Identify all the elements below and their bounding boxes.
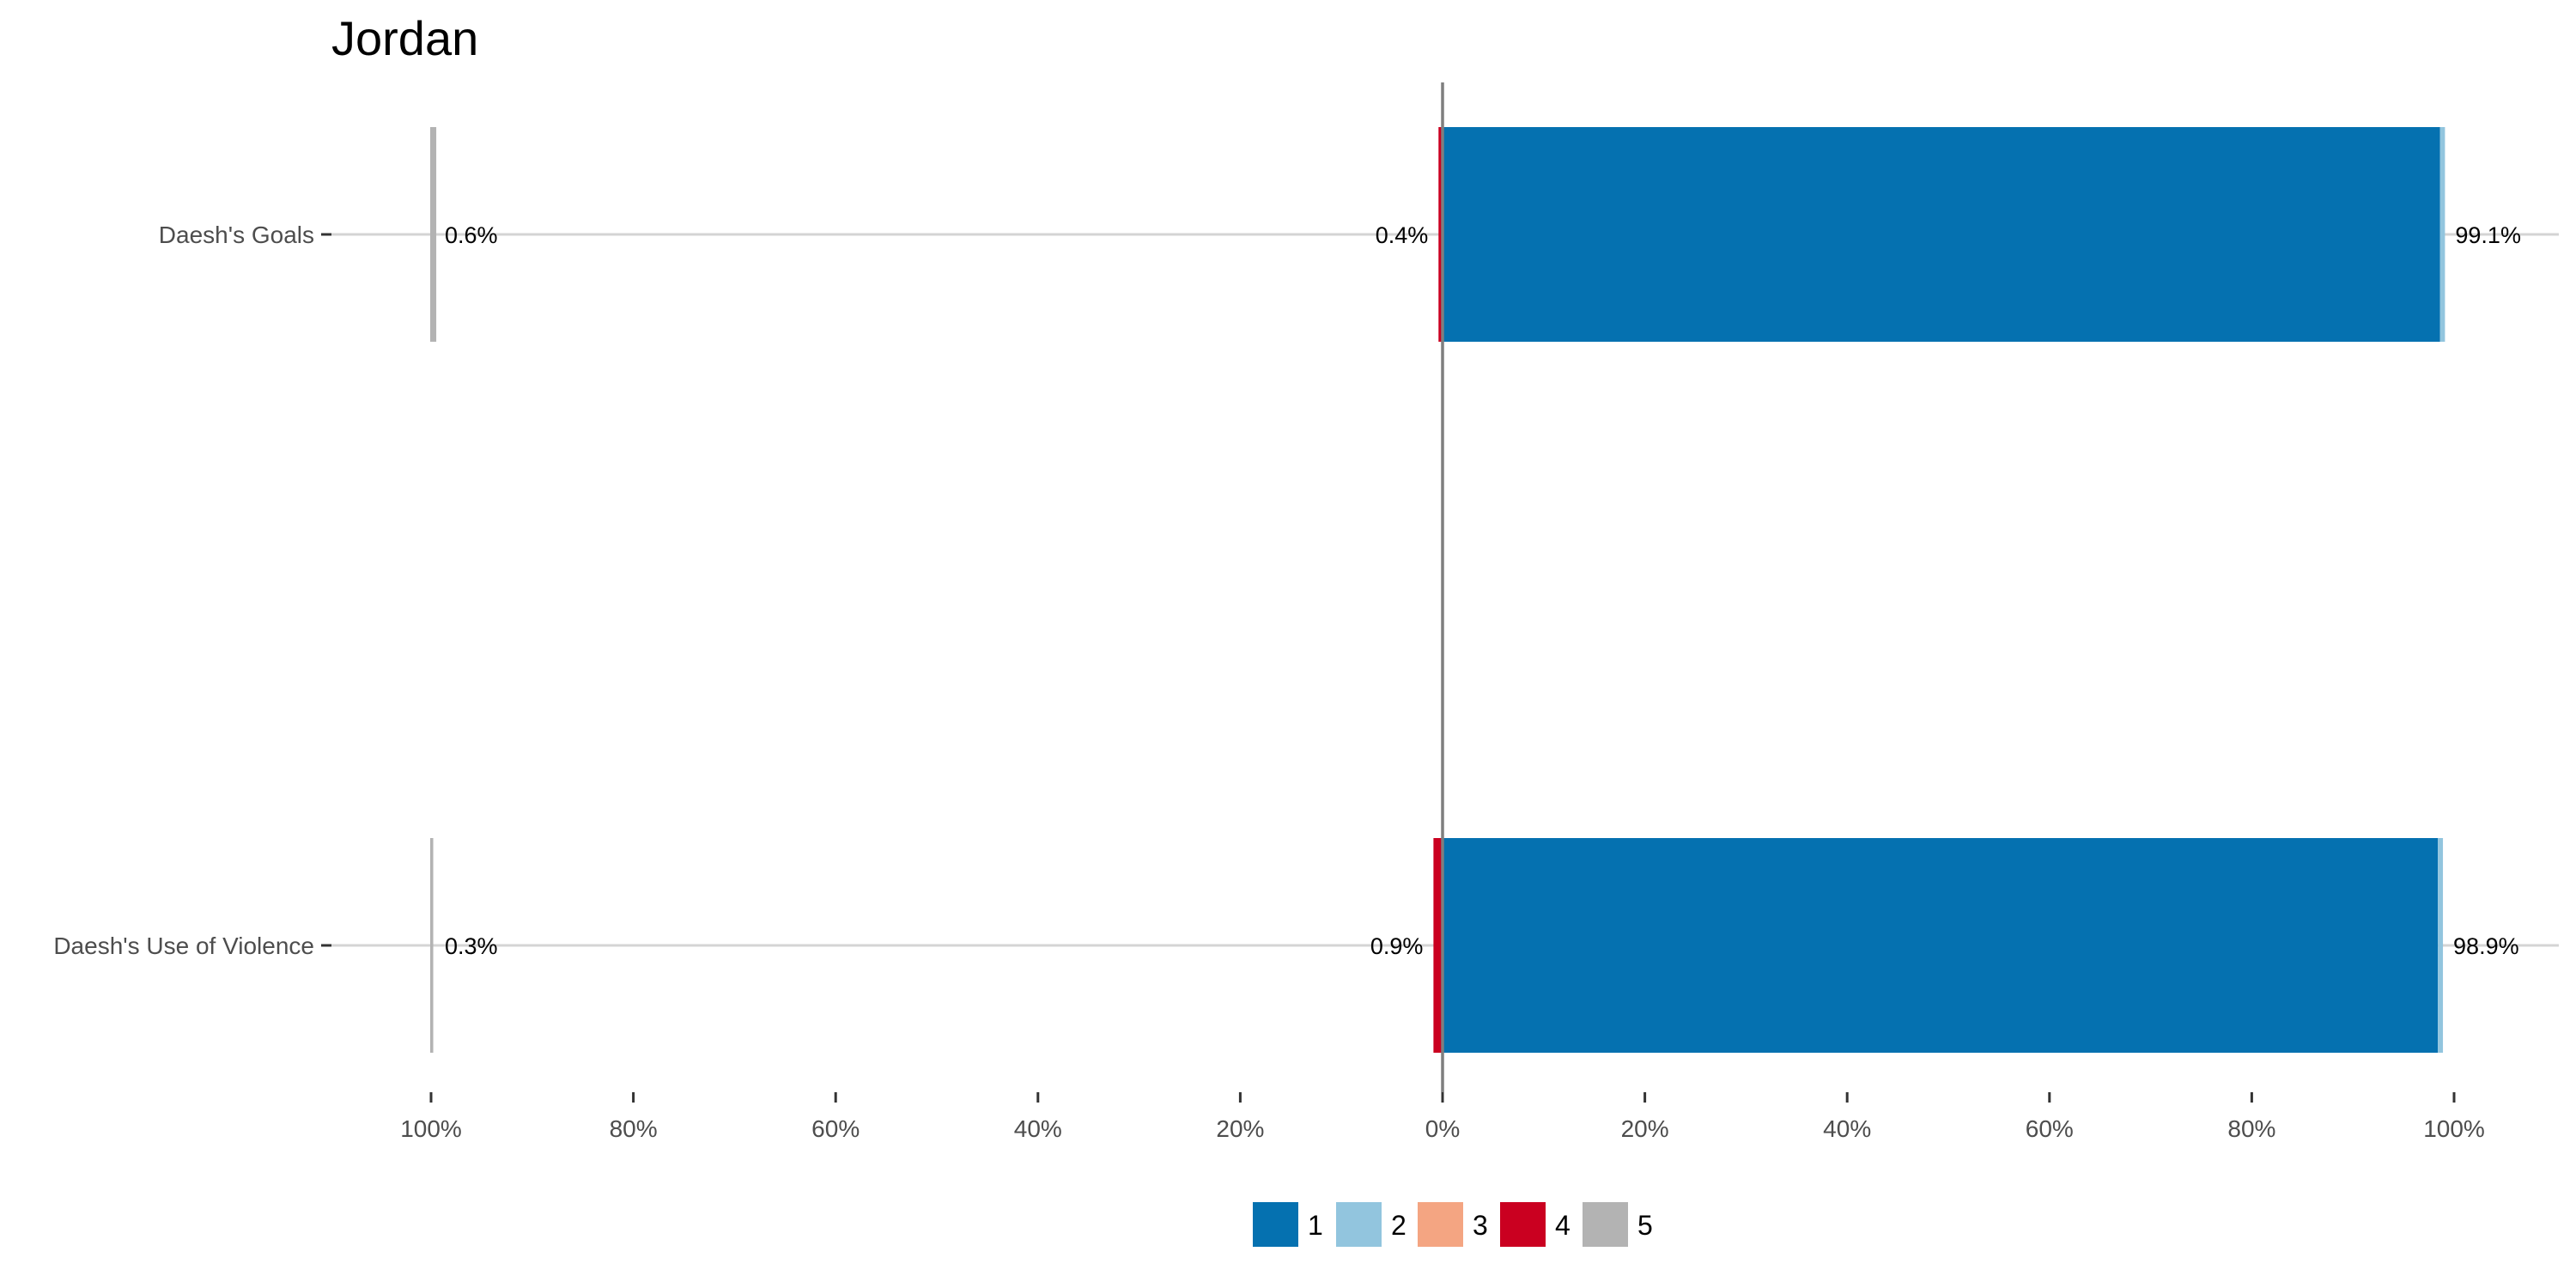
legend-label: 5	[1637, 1210, 1653, 1241]
data-label-right: 99.1%	[2455, 222, 2521, 248]
x-tick-label: 60%	[2026, 1115, 2074, 1142]
bar-series-5	[430, 127, 437, 342]
category-label: Daesh's Goals	[159, 222, 314, 248]
data-label-neutral: 0.3%	[445, 933, 498, 959]
data-label-left: 0.9%	[1370, 933, 1424, 959]
x-tick-label: 40%	[1823, 1115, 1871, 1142]
legend-swatch-2	[1336, 1202, 1382, 1247]
x-tick-label: 40%	[1014, 1115, 1062, 1142]
legend-swatch-1	[1253, 1202, 1298, 1247]
x-tick-label: 60%	[811, 1115, 860, 1142]
x-tick-label: 20%	[1216, 1115, 1264, 1142]
legend-swatch-3	[1418, 1202, 1463, 1247]
x-tick-label: 100%	[400, 1115, 462, 1142]
legend-swatch-5	[1583, 1202, 1628, 1247]
x-tick-label: 100%	[2423, 1115, 2485, 1142]
x-tick-label: 80%	[2227, 1115, 2275, 1142]
data-label-right: 98.9%	[2453, 933, 2519, 959]
bar-series-4	[1438, 127, 1443, 342]
legend-label: 4	[1555, 1210, 1571, 1241]
bar-series-5	[430, 838, 434, 1053]
data-label-neutral: 0.6%	[445, 222, 498, 248]
legend-label: 2	[1391, 1210, 1406, 1241]
bar-series-2	[2438, 838, 2444, 1053]
category-label: Daesh's Use of Violence	[53, 933, 314, 959]
x-tick-label: 20%	[1621, 1115, 1669, 1142]
legend-label: 1	[1308, 1210, 1323, 1241]
legend-swatch-4	[1500, 1202, 1546, 1247]
bar-series-1	[1443, 838, 2439, 1053]
x-tick-label: 80%	[610, 1115, 658, 1142]
x-tick-label: 0%	[1425, 1115, 1460, 1142]
bar-series-2	[2439, 127, 2445, 342]
bar-series-1	[1443, 127, 2440, 342]
legend-label: 3	[1473, 1210, 1488, 1241]
data-label-left: 0.4%	[1376, 222, 1429, 248]
bar-series-4	[1433, 838, 1443, 1053]
chart-title: Jordan	[331, 11, 478, 65]
